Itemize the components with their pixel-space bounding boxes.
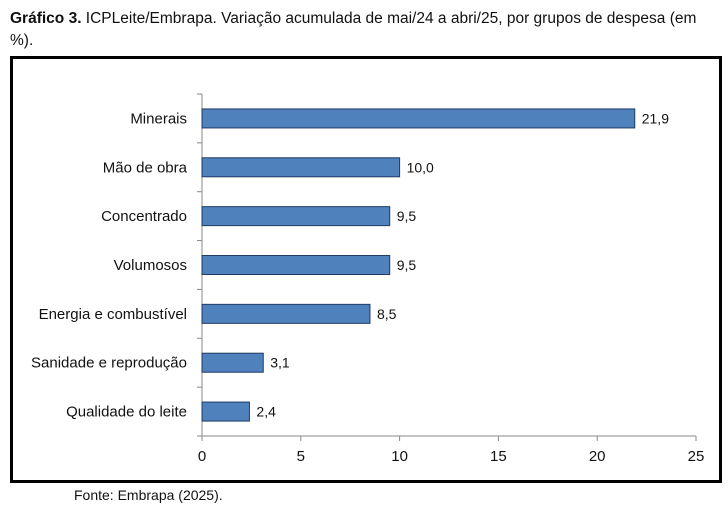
bar (201, 352, 264, 373)
category-label: Energia e combustível (39, 306, 187, 323)
chart-frame: 0 5 10 15 20 25 Minerais 21,9 Mão de obra 10,0 Con… (10, 56, 722, 483)
data-label: 10,0 (407, 159, 434, 175)
data-label: 9,5 (397, 208, 417, 224)
source-note: Fonte: Embrapa (2025). (74, 487, 223, 503)
category-label: Mão de obra (103, 159, 188, 176)
x-tick-label: 25 (688, 448, 705, 465)
data-label: 2,4 (256, 404, 276, 420)
x-tick-label: 10 (391, 448, 408, 465)
bar (201, 206, 391, 227)
bar (201, 303, 371, 324)
x-tick-label: 0 (198, 448, 206, 465)
x-tick-label: 5 (297, 448, 305, 465)
bar (201, 401, 250, 422)
data-label: 9,5 (397, 257, 417, 273)
x-tick-label: 15 (490, 448, 507, 465)
category-label: Concentrado (101, 208, 187, 225)
caption-text: ICPLeite/Embrapa. Variação acumulada de … (10, 10, 697, 49)
category-label: Qualidade do leite (66, 404, 187, 421)
category-label: Volumosos (114, 257, 187, 274)
bar (201, 255, 391, 275)
bar-chart: 0 5 10 15 20 25 Minerais 21,9 Mão de obra 10,0 Con… (31, 93, 705, 465)
category-label: Sanidade e reprodução (31, 355, 187, 372)
data-label: 8,5 (377, 306, 397, 322)
data-label: 3,1 (270, 355, 290, 371)
chart-caption: Gráfico 3. ICPLeite/Embrapa. Variação ac… (10, 8, 722, 52)
bar (201, 108, 636, 129)
bar (201, 157, 401, 178)
data-label: 21,9 (642, 110, 669, 126)
category-label: Minerais (130, 110, 187, 127)
x-tick-label: 20 (589, 448, 606, 465)
caption-lead: Gráfico 3. (10, 10, 82, 27)
